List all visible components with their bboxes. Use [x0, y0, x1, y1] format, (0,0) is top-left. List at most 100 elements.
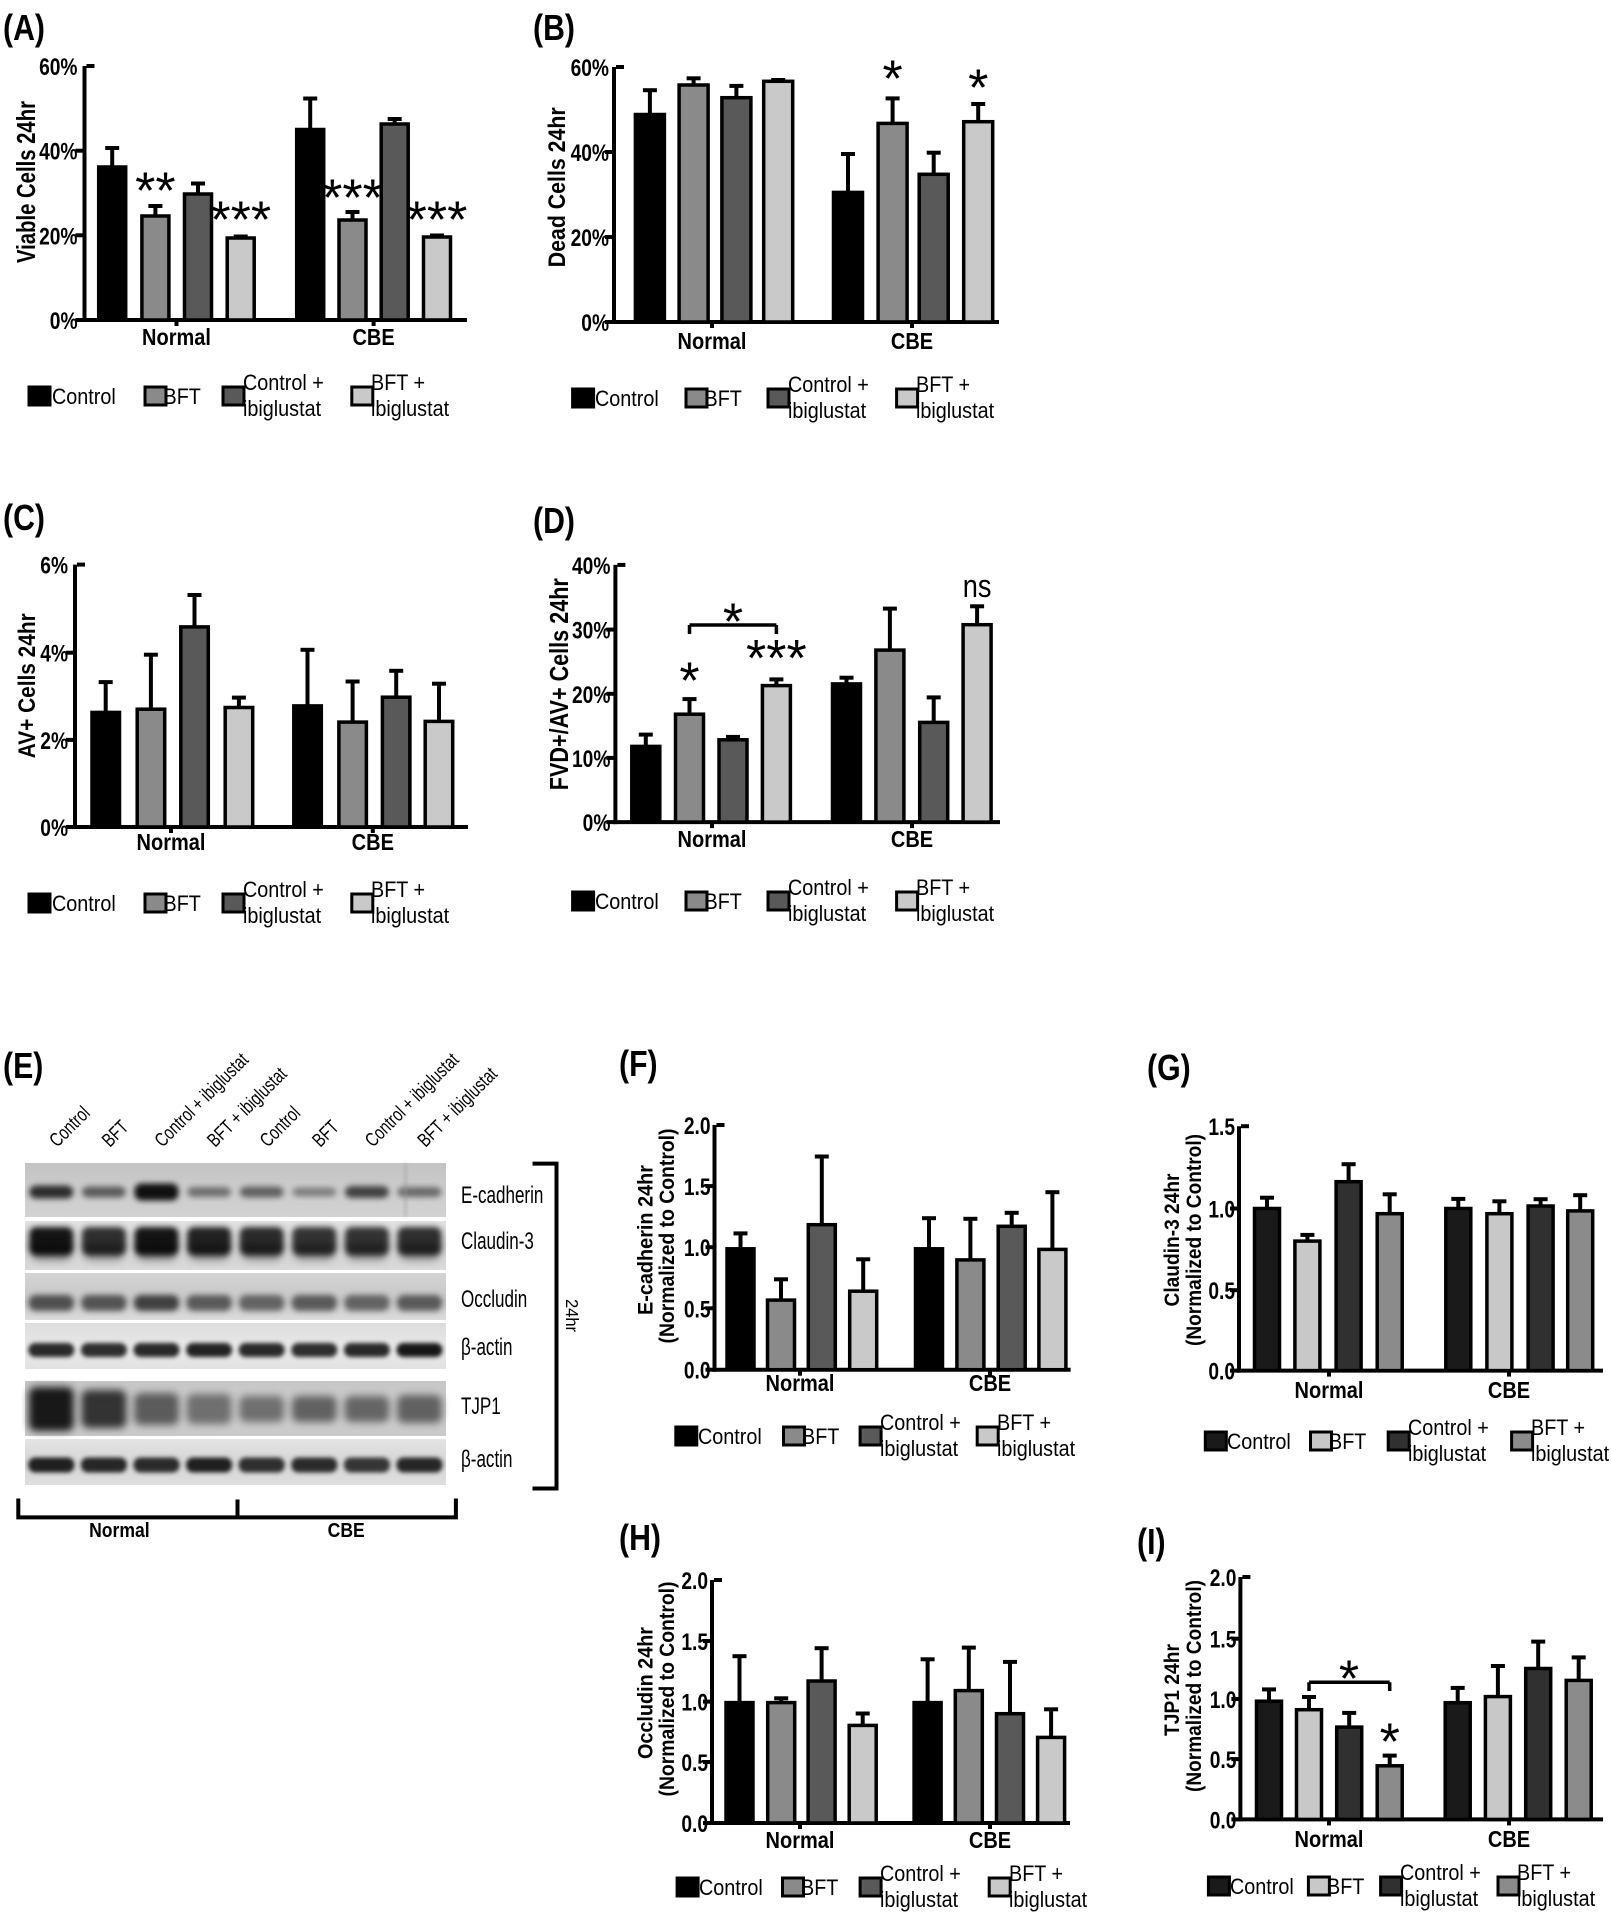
svg-text:Normal: Normal — [1295, 1377, 1364, 1404]
svg-text:*: * — [1339, 1651, 1359, 1709]
svg-text:ibiglustat: ibiglustat — [788, 399, 866, 423]
svg-text:ibiglustat: ibiglustat — [880, 1437, 958, 1461]
svg-text:40%: 40% — [572, 552, 610, 580]
svg-text:20%: 20% — [572, 681, 610, 709]
svg-text:CBE: CBE — [328, 1519, 365, 1541]
svg-text:***: *** — [322, 170, 383, 228]
svg-text:CBE: CBE — [891, 826, 933, 853]
svg-text:BFT +: BFT + — [1009, 1862, 1063, 1886]
svg-text:(A): (A) — [3, 9, 45, 49]
svg-text:0.0: 0.0 — [684, 1357, 711, 1385]
svg-text:1.0: 1.0 — [1208, 1195, 1235, 1223]
svg-text:2.0: 2.0 — [1210, 1564, 1237, 1592]
svg-text:ibiglustat: ibiglustat — [916, 399, 994, 423]
svg-text:0.5: 0.5 — [1208, 1277, 1235, 1305]
svg-text:CBE: CBE — [1488, 1826, 1530, 1853]
svg-text:10%: 10% — [572, 745, 610, 773]
svg-text:Control: Control — [52, 892, 116, 916]
svg-text:*: * — [723, 594, 743, 652]
svg-text:4%: 4% — [40, 640, 68, 668]
svg-text:0.0: 0.0 — [1210, 1806, 1237, 1834]
svg-text:30%: 30% — [572, 617, 610, 645]
svg-text:(B): (B) — [533, 9, 575, 49]
svg-text:Dead Cells 24hr: Dead Cells 24hr — [544, 107, 571, 267]
svg-text:Normal: Normal — [137, 829, 206, 856]
svg-text:20%: 20% — [39, 222, 77, 250]
svg-text:2.0: 2.0 — [684, 1112, 711, 1140]
svg-text:0.5: 0.5 — [681, 1749, 708, 1777]
svg-text:Control +: Control + — [243, 878, 324, 902]
svg-text:ibiglustat: ibiglustat — [371, 904, 449, 928]
svg-text:(Normalized to Control): (Normalized to Control) — [1183, 1580, 1206, 1792]
svg-text:ns: ns — [963, 569, 992, 605]
svg-text:6%: 6% — [40, 552, 68, 580]
svg-text:(I): (I) — [1137, 1523, 1166, 1563]
svg-text:Control +: Control + — [1408, 1416, 1489, 1440]
svg-text:1.5: 1.5 — [684, 1173, 711, 1201]
svg-text:Control: Control — [52, 385, 116, 409]
svg-text:2.0: 2.0 — [681, 1567, 708, 1595]
svg-text:Control: Control — [1230, 1875, 1294, 1899]
svg-text:BFT: BFT — [1327, 1875, 1365, 1899]
svg-text:CBE: CBE — [1488, 1377, 1530, 1404]
svg-text:40%: 40% — [39, 138, 77, 166]
svg-text:(Normalized to Control): (Normalized to Control) — [656, 1129, 679, 1344]
svg-text:BFT: BFT — [164, 385, 202, 409]
svg-text:Normal: Normal — [678, 328, 747, 355]
svg-text:BFT +: BFT + — [997, 1411, 1051, 1435]
svg-text:BFT: BFT — [705, 387, 743, 411]
svg-text:BFT +: BFT + — [371, 878, 425, 902]
svg-text:60%: 60% — [39, 53, 77, 81]
svg-text:1.5: 1.5 — [1210, 1626, 1237, 1654]
svg-text:BFT +: BFT + — [371, 371, 425, 395]
svg-text:(H): (H) — [619, 1519, 661, 1559]
svg-text:E-cadherin 24hr: E-cadherin 24hr — [635, 1165, 658, 1315]
svg-text:CBE: CBE — [352, 324, 394, 351]
svg-text:*: * — [968, 60, 988, 118]
svg-text:Normal: Normal — [678, 826, 747, 853]
svg-text:1.0: 1.0 — [1210, 1686, 1237, 1714]
svg-text:0.5: 0.5 — [1210, 1746, 1237, 1774]
svg-text:40%: 40% — [571, 139, 609, 167]
svg-text:Normal: Normal — [766, 1827, 835, 1854]
svg-text:ibiglustat: ibiglustat — [916, 902, 994, 926]
svg-text:ibiglustat: ibiglustat — [243, 904, 321, 928]
svg-text:BFT: BFT — [705, 890, 743, 914]
svg-text:Normal: Normal — [1295, 1826, 1364, 1853]
svg-text:0%: 0% — [40, 814, 68, 842]
svg-text:Normal: Normal — [766, 1370, 835, 1397]
svg-text:Viable Cells 24hr: Viable Cells 24hr — [11, 101, 41, 263]
svg-text:ibiglustat: ibiglustat — [1009, 1888, 1087, 1912]
svg-text:*: * — [679, 653, 699, 711]
svg-text:CBE: CBE — [969, 1370, 1011, 1397]
svg-text:TJP1: TJP1 — [461, 1393, 501, 1420]
svg-text:1.0: 1.0 — [684, 1234, 711, 1262]
svg-text:(G): (G) — [1147, 1049, 1191, 1089]
svg-text:60%: 60% — [571, 54, 609, 82]
svg-text:***: *** — [746, 630, 807, 688]
svg-text:BFT +: BFT + — [1517, 1861, 1571, 1885]
svg-text:1.5: 1.5 — [1208, 1113, 1235, 1141]
svg-text:β-actin: β-actin — [461, 1334, 512, 1361]
svg-text:0.0: 0.0 — [1208, 1358, 1235, 1386]
svg-text:2%: 2% — [40, 727, 68, 755]
svg-text:Control +: Control + — [788, 373, 869, 397]
svg-text:Control +: Control + — [243, 371, 324, 395]
svg-text:Control +: Control + — [1400, 1861, 1481, 1885]
svg-text:Normal: Normal — [89, 1519, 150, 1541]
svg-text:Occludin 24hr: Occludin 24hr — [635, 1627, 658, 1759]
svg-text:Control: Control — [698, 1425, 762, 1449]
svg-text:Control: Control — [595, 387, 659, 411]
svg-text:0.0: 0.0 — [681, 1810, 708, 1838]
svg-text:0%: 0% — [50, 307, 78, 335]
svg-text:E-cadherin: E-cadherin — [461, 1182, 543, 1209]
svg-text:*: * — [882, 51, 902, 109]
svg-text:0%: 0% — [581, 309, 609, 337]
svg-text:BFT: BFT — [1329, 1430, 1367, 1454]
svg-text:BFT: BFT — [801, 1876, 839, 1900]
svg-text:BFT: BFT — [164, 892, 202, 916]
svg-text:ibiglustat: ibiglustat — [1400, 1887, 1478, 1911]
svg-text:Control +: Control + — [880, 1411, 961, 1435]
svg-text:FVD+/AV+ Cells 24hr: FVD+/AV+ Cells 24hr — [544, 578, 574, 790]
svg-text:CBE: CBE — [352, 829, 394, 856]
